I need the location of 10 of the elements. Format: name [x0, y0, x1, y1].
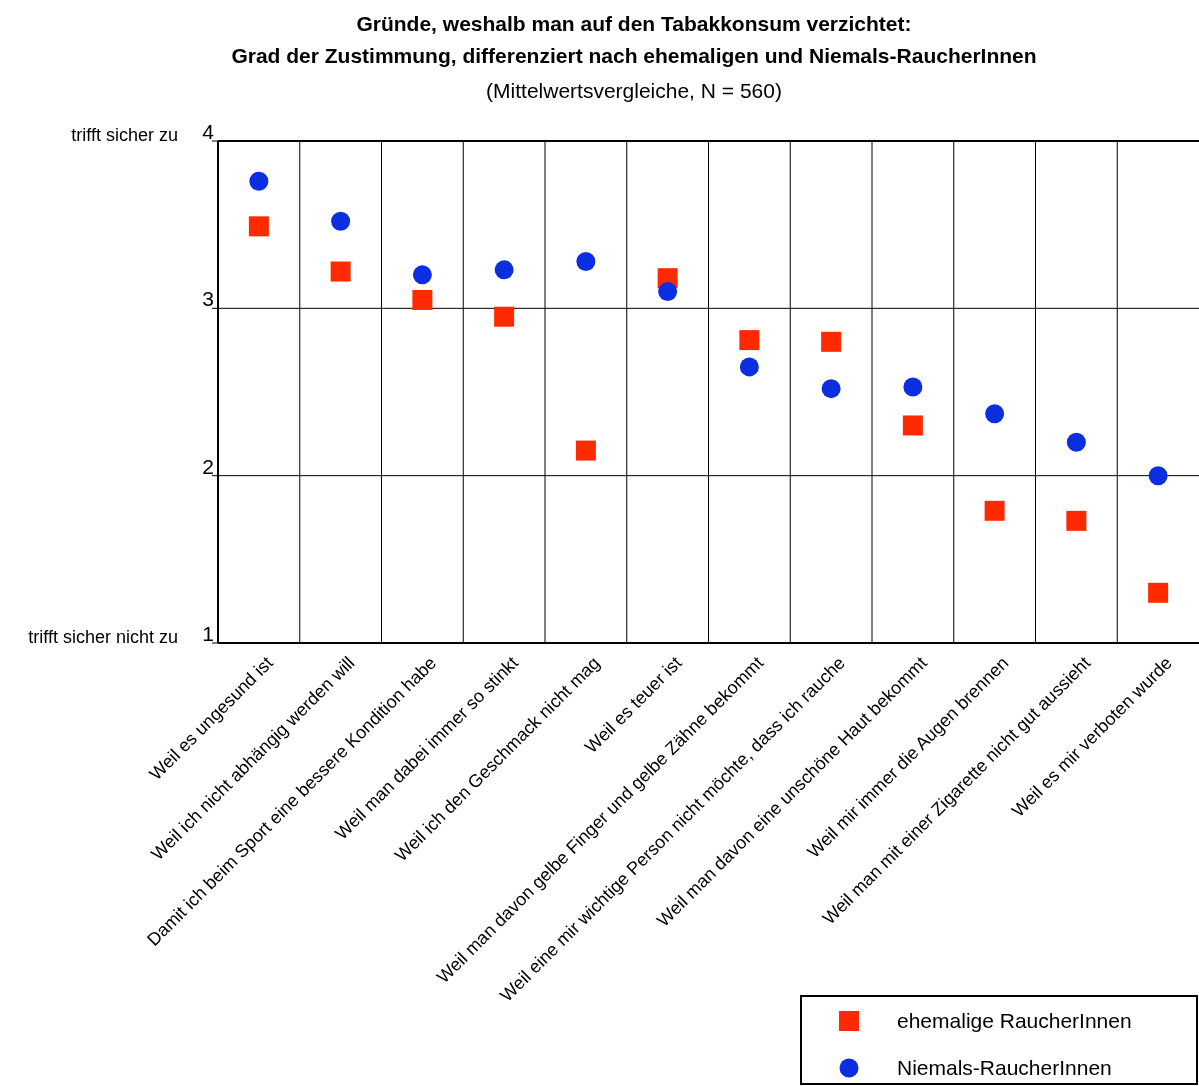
y-tick-label: 2 — [202, 454, 214, 478]
chart-title: Gründe, weshalb man auf den Tabakkonsum verzichtet: Grad der Zustimmung, differenziert nach ehemaligen und Niemals-RaucherInnen — [231, 12, 1037, 67]
y-tick-label: 1 — [202, 621, 214, 645]
y-tick-label: 4 — [202, 119, 215, 143]
y-tick-label: 3 — [202, 287, 214, 311]
chart-subtitle: (Mittelwertsvergleiche, N = 560) — [486, 79, 782, 102]
legend-label: ehemalige RaucherInnen — [897, 1009, 1132, 1033]
text: trifft sicher zu — [71, 125, 178, 145]
legend-label: Niemals-RaucherInnen — [897, 1056, 1112, 1080]
text: trifft sicher nicht zu — [28, 627, 178, 647]
